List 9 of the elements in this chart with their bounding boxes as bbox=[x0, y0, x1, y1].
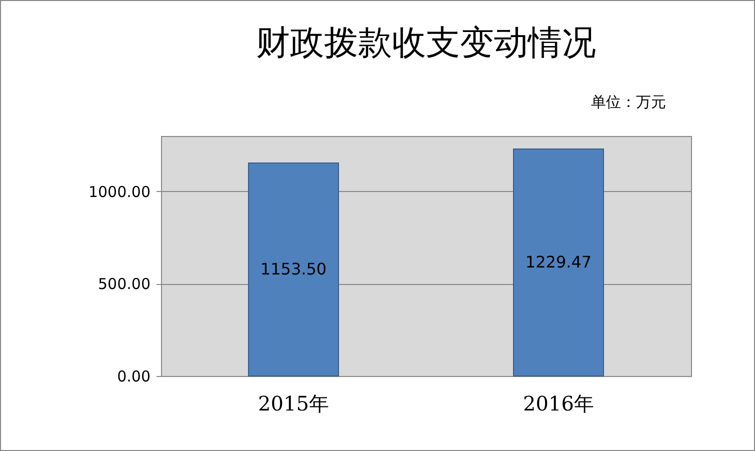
y-tick-label: 0.00 bbox=[117, 368, 150, 386]
x-tick-label: 2016年 bbox=[523, 392, 594, 416]
y-tick-label: 1000.00 bbox=[88, 182, 150, 201]
y-tick-label: 500.00 bbox=[98, 275, 150, 294]
data-label: 1229.47 bbox=[525, 252, 592, 272]
data-label: 1153.50 bbox=[260, 260, 327, 279]
x-tick-label: 2015年 bbox=[258, 392, 329, 416]
chart-title: 财政拨款收支变动情况 bbox=[256, 23, 596, 63]
text: 单位：万元 bbox=[591, 93, 666, 112]
